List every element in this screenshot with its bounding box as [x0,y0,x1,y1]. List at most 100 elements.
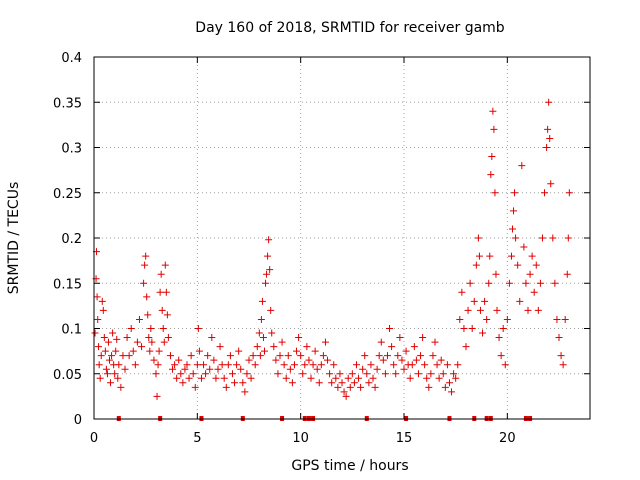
data-point [194,325,202,332]
data-point [99,306,107,314]
data-point [392,370,400,378]
data-point [191,383,199,391]
data-point [466,279,474,287]
data-point [237,365,245,373]
data-point [301,361,309,369]
data-point [171,361,179,369]
y-tick-label: 0.1 [61,323,82,338]
data-point [163,311,171,319]
data-point [448,388,456,396]
data-point [264,252,272,260]
data-point [437,356,445,364]
data-point [425,383,433,391]
data-point [185,374,193,382]
data-point [107,379,115,387]
data-point [256,352,264,360]
data-point [265,236,273,244]
data-point [458,288,466,296]
data-point [340,388,348,396]
data-point [263,270,271,278]
data-point [179,379,187,387]
data-point [534,306,542,314]
data-point [208,334,216,342]
data-point [317,361,325,369]
data-point [231,379,239,387]
data-point [485,279,493,287]
data-point [490,125,498,133]
x-tick-label: 20 [499,431,516,446]
data-point [119,352,127,360]
data-point [121,365,129,373]
data-point [253,343,261,351]
data-point [169,365,177,373]
data-point [483,315,491,323]
data-point [518,162,526,170]
data-point [125,352,133,360]
data-point [108,352,116,360]
data-point [154,361,162,369]
data-point [476,306,484,314]
data-point [435,374,443,382]
data-point [334,383,342,391]
data-point [224,361,232,369]
data-point [363,370,371,378]
y-tick-label: 0.35 [53,96,82,111]
data-point [235,347,243,355]
data-point [262,279,270,287]
data-point [280,361,288,369]
data-point [103,370,111,378]
data-point [417,352,425,360]
data-point [145,334,153,342]
data-point [112,347,120,355]
data-point [414,370,422,378]
data-point [181,365,189,373]
data-point [381,370,389,378]
data-point [501,361,509,369]
data-point [245,356,253,364]
data-point [505,279,513,287]
data-point [503,315,511,323]
data-point [365,379,373,387]
data-point [406,374,414,382]
data-point [324,356,332,364]
data-point [197,374,205,382]
y-axis-label: SRMTID / TECUs [6,182,22,295]
data-point [462,343,470,351]
data-point [97,352,105,360]
data-point [398,356,406,364]
data-point [157,270,165,278]
data-point [200,361,208,369]
data-point [106,356,113,364]
data-point [479,329,487,337]
data-point [495,334,503,342]
data-point [474,234,482,242]
data-point [259,334,267,342]
data-point [373,365,381,373]
data-point [101,347,109,355]
data-point [266,266,274,274]
data-point [222,383,230,391]
data-point [553,315,561,323]
data-point [138,343,146,351]
data-point [299,370,307,378]
data-point [486,252,494,260]
data-point [284,352,292,360]
data-point [247,374,255,382]
data-point [475,252,483,260]
data-point [388,343,396,351]
y-tick-label: 0.2 [61,232,82,247]
data-point [98,297,106,305]
data-point [115,361,123,369]
data-point [396,334,404,342]
data-point [295,334,303,342]
data-point [390,361,398,369]
data-point [497,352,505,360]
data-point [468,325,476,332]
data-point [559,361,567,369]
data-point [410,343,418,351]
data-point [419,334,427,342]
data-point [330,361,338,369]
data-point [439,370,447,378]
data-point [423,374,431,382]
